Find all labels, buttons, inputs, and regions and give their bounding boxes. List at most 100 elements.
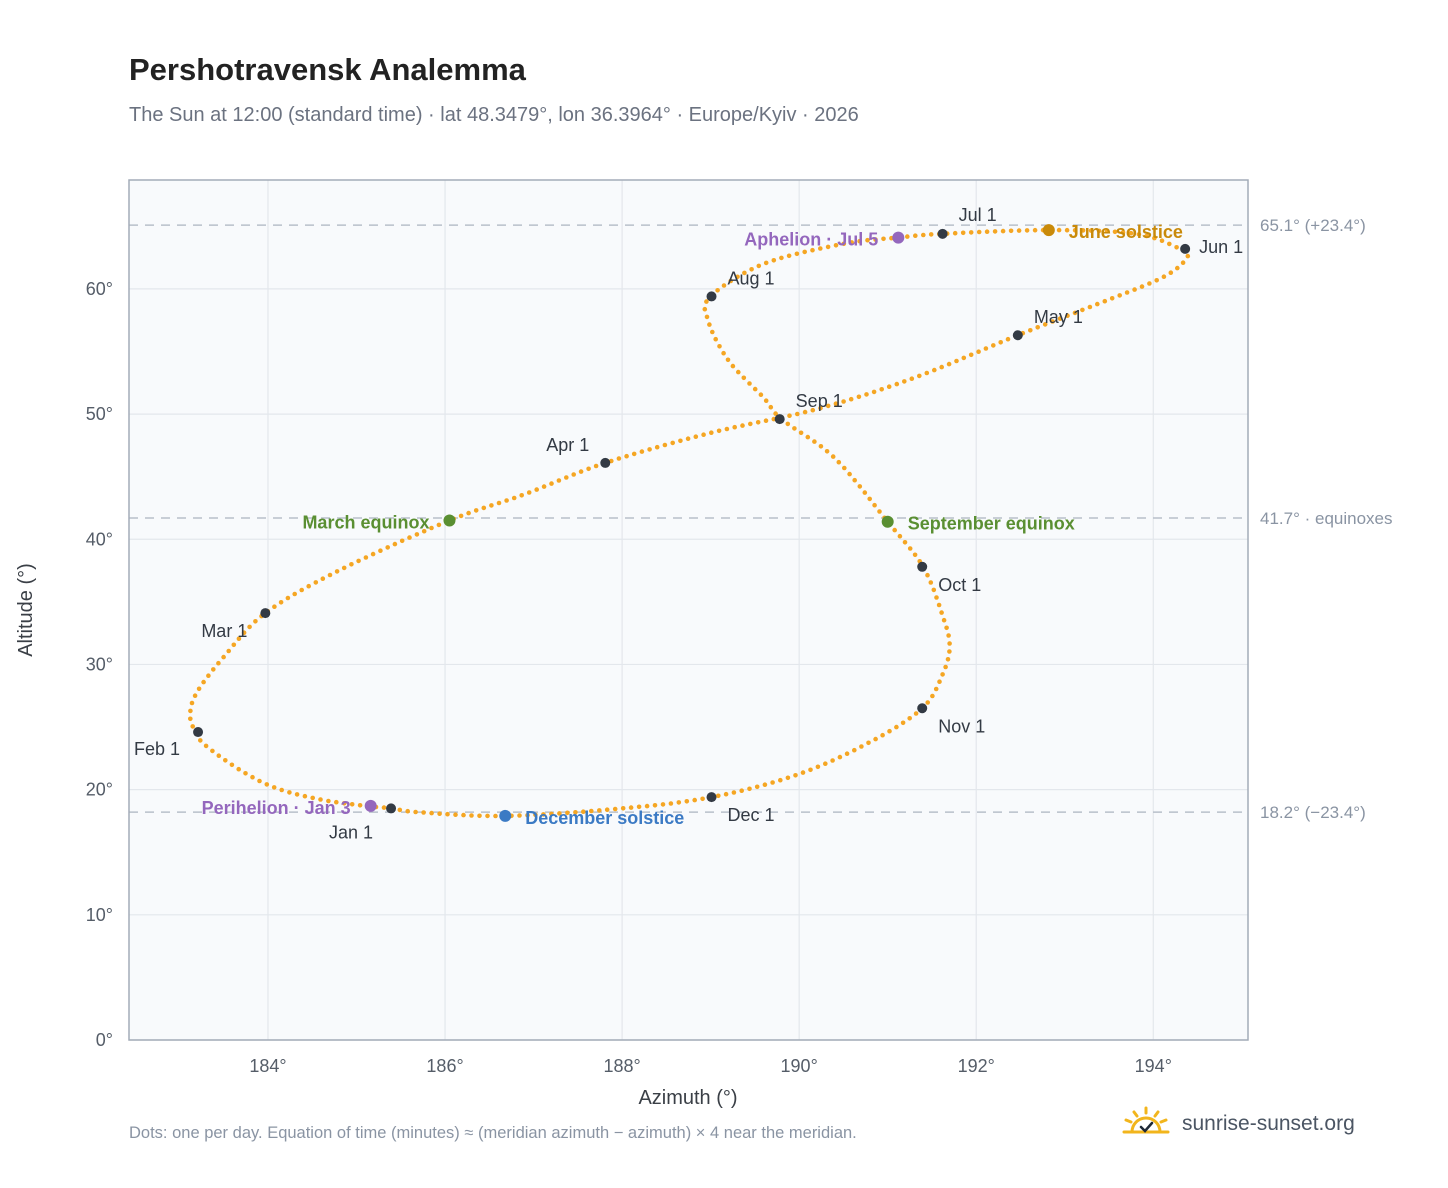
- daily-dot: [188, 716, 193, 722]
- daily-dot: [815, 764, 821, 770]
- axis-ticks: 184° 186° 188° 190° 192° 194° 0° 10° 20° 30° 40° 50…: [86, 279, 1172, 1076]
- daily-dot: [1056, 227, 1062, 233]
- daily-dot: [429, 525, 434, 531]
- daily-dot: [730, 363, 736, 369]
- daily-dot: [900, 720, 906, 726]
- daily-dot: [385, 545, 391, 550]
- daily-dot: [1095, 301, 1100, 307]
- daily-dot: [721, 350, 726, 356]
- daily-dot: [755, 420, 761, 425]
- daily-dot: [573, 810, 578, 815]
- daily-dot: [589, 808, 594, 814]
- daily-dot: [407, 535, 412, 540]
- daily-dot: [1096, 228, 1102, 234]
- daily-dot: [830, 758, 835, 763]
- daily-dot: [1174, 245, 1179, 250]
- daily-dot: [756, 263, 762, 269]
- daily-dot: [735, 274, 740, 280]
- y-tick-label: 0°: [96, 1030, 113, 1050]
- reference-line-label: 65.1° (+23.4°): [1260, 216, 1366, 235]
- chart-title: Pershotravensk Analemma: [129, 52, 526, 87]
- brand-name: sunrise-sunset.org: [1182, 1112, 1355, 1135]
- daily-dot: [458, 513, 464, 519]
- daily-dot: [652, 803, 658, 808]
- daily-dot: [795, 411, 800, 417]
- daily-dot: [857, 238, 862, 244]
- daily-dot: [526, 490, 532, 495]
- daily-dot: [1072, 310, 1078, 316]
- daily-dot: [604, 807, 610, 812]
- x-tick-label: 186°: [426, 1056, 463, 1076]
- daily-dot: [992, 229, 998, 234]
- daily-dot: [334, 569, 340, 574]
- daily-dot: [762, 782, 768, 787]
- daily-dot: [636, 804, 642, 810]
- daily-dot: [231, 642, 237, 648]
- daily-dot: [941, 617, 947, 623]
- reference-lines: 65.1° (+23.4°) 41.7° · equinoxes 18.2° (−2…: [129, 216, 1393, 822]
- daily-dot: [771, 258, 777, 263]
- daily-dot: [511, 495, 517, 501]
- daily-dot: [892, 527, 897, 533]
- daily-dot: [945, 657, 951, 662]
- daily-dot: [976, 349, 981, 355]
- daily-dot: [327, 572, 333, 578]
- daily-dot: [902, 379, 907, 384]
- daily-dot: [1008, 228, 1014, 234]
- daily-dot: [763, 260, 769, 266]
- daily-dot: [647, 447, 652, 452]
- daily-dot: [1136, 232, 1142, 237]
- daily-dot: [700, 796, 705, 802]
- daily-dot: [381, 805, 387, 810]
- daily-dot: [210, 748, 215, 754]
- daily-dot: [960, 230, 966, 236]
- daily-dot: [519, 493, 524, 498]
- month-marker-label: Mar 1: [201, 621, 247, 641]
- daily-dot: [1072, 228, 1078, 233]
- daily-dot: [1180, 260, 1186, 266]
- daily-dot: [1117, 293, 1122, 298]
- month-marker-label: Aug 1: [728, 268, 775, 288]
- daily-dot: [808, 767, 813, 773]
- daily-dot: [991, 343, 996, 348]
- month-marker-label: Feb 1: [134, 739, 180, 759]
- daily-dot: [739, 788, 744, 793]
- daily-dot: [1161, 274, 1167, 280]
- brand-logo[interactable]: sunrise-sunset.org: [1120, 1102, 1355, 1146]
- daily-dot: [912, 552, 918, 558]
- x-tick-label: 192°: [958, 1056, 995, 1076]
- daily-dot: [203, 743, 209, 749]
- daily-dot: [731, 790, 737, 795]
- daily-dot: [370, 551, 376, 557]
- x-tick-label: 194°: [1135, 1056, 1172, 1076]
- daily-dot: [707, 322, 712, 327]
- daily-dot: [837, 754, 843, 760]
- daily-dot: [190, 724, 195, 729]
- daily-dot: [541, 484, 547, 489]
- daily-dot: [294, 792, 300, 797]
- month-marker: [706, 291, 717, 302]
- daily-dot: [287, 790, 292, 795]
- daily-dot: [534, 487, 539, 492]
- daily-dot: [825, 403, 831, 409]
- daily-dot: [940, 672, 945, 677]
- daily-dot: [849, 240, 854, 245]
- daily-dot: [928, 232, 934, 237]
- daily-dot: [392, 541, 398, 547]
- daily-dot: [1065, 313, 1070, 319]
- daily-dot: [485, 813, 490, 819]
- x-tick-label: 184°: [249, 1056, 286, 1076]
- daily-dot: [704, 299, 709, 304]
- y-tick-label: 60°: [86, 279, 113, 299]
- daily-dot: [857, 484, 863, 489]
- daily-dot: [541, 812, 546, 817]
- daily-dot: [678, 438, 683, 444]
- daily-dot: [504, 498, 509, 503]
- daily-dot: [842, 465, 847, 471]
- daily-dot: [917, 373, 922, 379]
- daily-dot: [278, 600, 284, 605]
- daily-dot: [466, 510, 471, 516]
- daily-dot: [421, 528, 427, 534]
- month-marker: [600, 457, 611, 468]
- daily-dot: [785, 775, 791, 781]
